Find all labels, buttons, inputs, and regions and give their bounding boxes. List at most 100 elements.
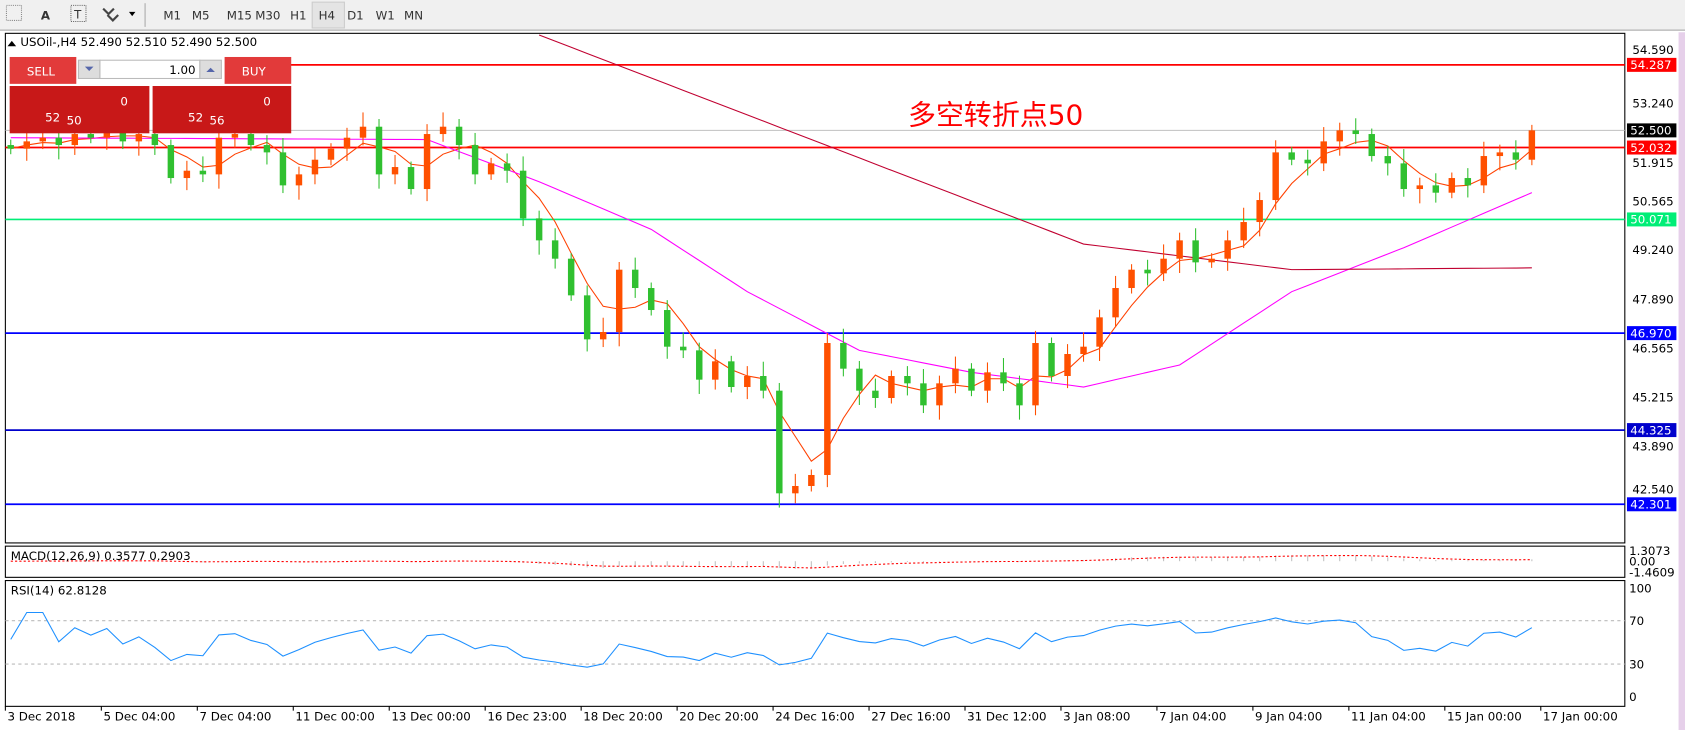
candle [792, 473, 799, 504]
timeframe-mn[interactable]: MN [404, 8, 423, 22]
price-axis-label: 47.890 [1632, 293, 1673, 307]
candle [407, 161, 415, 195]
candle [615, 261, 623, 347]
time-axis-label: 9 Jan 04:00 [1255, 709, 1322, 723]
sell-price-button[interactable] [9, 86, 150, 134]
candle [1064, 344, 1071, 389]
price-axis-label: 42.540 [1632, 483, 1673, 497]
macd-panel[interactable] [4, 545, 1626, 578]
candle [295, 166, 303, 200]
timeframe-m15[interactable]: M15 [227, 8, 252, 22]
time-axis-label: 18 Dec 20:00 [583, 709, 662, 723]
candle [1240, 207, 1247, 249]
fibonacci-icon[interactable] [5, 4, 23, 21]
moving-average-line [10, 137, 1533, 388]
timeframe-m30[interactable]: M30 [255, 8, 280, 22]
buy-price-sup: 0 [263, 94, 271, 108]
time-axis-label: 3 Dec 2018 [8, 709, 76, 723]
candle [1464, 168, 1472, 198]
candle [1352, 118, 1359, 144]
candle [1192, 228, 1199, 273]
svg-text:M30: M30 [255, 8, 280, 22]
time-axis-label: 20 Dec 20:00 [679, 709, 758, 723]
candle [1512, 140, 1520, 170]
timeframe-d1[interactable]: D1 [347, 8, 364, 22]
time-axis-label: 7 Dec 04:00 [199, 709, 271, 723]
candle [760, 361, 767, 399]
level-price-tag [1626, 497, 1677, 512]
collapse-triangle-icon[interactable] [7, 40, 17, 47]
time-axis-label: 5 Dec 04:00 [103, 709, 175, 723]
text-icon[interactable]: A [41, 8, 51, 22]
svg-text:H4: H4 [319, 8, 335, 22]
candle [519, 156, 527, 227]
candle [984, 362, 991, 403]
timeframe-h4[interactable]: H4 [311, 1, 345, 29]
price-axis-label: 43.890 [1632, 439, 1673, 453]
candle [263, 135, 271, 165]
candle [1016, 375, 1023, 420]
candle [423, 124, 431, 202]
sell-button[interactable] [9, 56, 77, 84]
price-axis-label: 54.590 [1632, 43, 1673, 57]
candle [824, 333, 831, 488]
timeframe-w1[interactable]: W1 [376, 8, 395, 22]
svg-text:H1: H1 [290, 8, 306, 22]
text-label-icon[interactable]: T [70, 4, 87, 23]
svg-text:W1: W1 [376, 8, 395, 22]
timeframe-m1[interactable]: M1 [163, 8, 181, 22]
candle [1528, 124, 1536, 166]
scrollbar[interactable] [1678, 32, 1685, 730]
candle [712, 349, 719, 390]
rsi-panel[interactable] [4, 580, 1626, 707]
candle [551, 228, 559, 269]
candle [664, 300, 671, 359]
buy-label: BUY [242, 64, 267, 78]
svg-text:M15: M15 [227, 8, 252, 22]
one-click-trade-panel: SELL 1.00 BUY 52 50 0 52 56 0 [9, 56, 292, 134]
chart-annotation: 多空转折点50 [908, 99, 1083, 132]
candle [1368, 128, 1375, 162]
level-price-tag [1626, 423, 1677, 438]
candle [1128, 264, 1135, 294]
chart-header: USOil-,H4 52.490 52.510 52.490 52.500 [20, 35, 257, 49]
time-axis-label: 11 Dec 00:00 [295, 709, 374, 723]
price-axis-label: 46.565 [1632, 341, 1673, 355]
candle [920, 369, 927, 414]
timeframe-h1[interactable]: H1 [290, 8, 306, 22]
candle [1032, 330, 1039, 416]
candle [23, 131, 30, 161]
candle [952, 356, 959, 394]
buy-price-button[interactable] [152, 86, 292, 134]
macd-title: MACD(12,26,9) 0.3577 0.2903 [11, 549, 191, 563]
time-axis-label: 11 Jan 04:00 [1351, 709, 1426, 723]
buy-button[interactable] [224, 56, 292, 84]
rsi-line [10, 611, 1533, 668]
candle [968, 363, 975, 397]
candle [455, 119, 463, 160]
candle [1432, 173, 1440, 203]
candle [279, 138, 287, 194]
price-axis-label: 51.915 [1632, 156, 1673, 170]
candle [439, 112, 447, 142]
level-price-label: 54.287 [1630, 58, 1671, 72]
candle [1400, 149, 1407, 197]
macd-axis-label: 1.3073 [1629, 544, 1670, 558]
candle [1256, 192, 1263, 237]
candle [7, 139, 14, 155]
level-price-label: 52.032 [1630, 141, 1671, 155]
candle [1000, 358, 1007, 392]
volume-value: 1.00 [169, 63, 195, 77]
arrow-up-icon [206, 67, 215, 73]
arrows-icon[interactable] [102, 7, 136, 22]
candle [487, 157, 495, 180]
time-axis-label: 15 Jan 00:00 [1447, 709, 1522, 723]
candle [776, 382, 783, 508]
candle [728, 355, 735, 393]
time-axis-label: 3 Jan 08:00 [1063, 709, 1130, 723]
candle [503, 153, 511, 183]
svg-text:D1: D1 [347, 8, 364, 22]
candle [1176, 232, 1183, 273]
candle [1320, 127, 1327, 172]
timeframe-m5[interactable]: M5 [192, 8, 210, 22]
